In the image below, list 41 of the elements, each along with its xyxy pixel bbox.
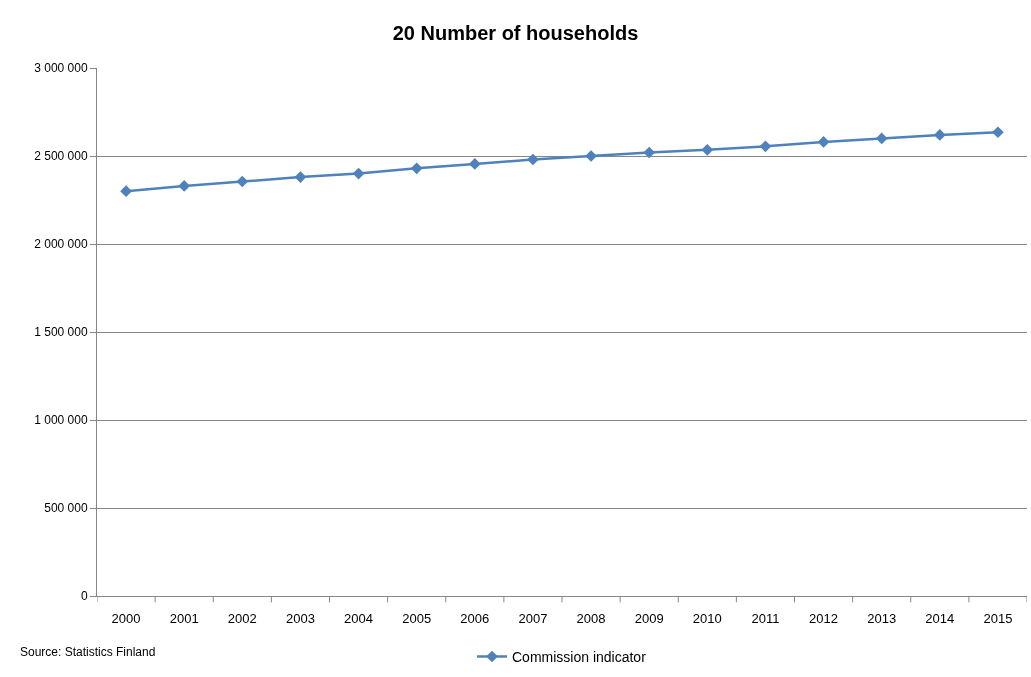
x-tick-label: 2010	[692, 610, 722, 626]
point	[178, 180, 191, 192]
y-tick-label: 3 000 000	[34, 61, 88, 76]
chart-title: 20 Number of households	[392, 22, 639, 44]
x-tick-label: 2008	[576, 610, 606, 626]
point	[352, 167, 365, 180]
x-tick-label: 2011	[751, 610, 780, 626]
point	[468, 158, 481, 170]
y-tick-label: 2 000 000	[34, 237, 88, 252]
y-tick-label: 1 000 000	[34, 413, 88, 428]
point	[875, 132, 888, 145]
x-tick-label: 2015	[983, 610, 1013, 626]
source-note: Source: Statistics Finland	[20, 645, 156, 659]
point	[992, 126, 1004, 139]
point	[236, 175, 249, 188]
x-tick-label: 2014	[925, 610, 955, 626]
y-tick-label: 2 500 000	[34, 149, 88, 164]
y-tick-label: 500 000	[44, 501, 88, 516]
legend-label: Commission indicator	[512, 648, 647, 665]
point	[527, 153, 539, 166]
point	[120, 185, 132, 198]
x-tick-label: 2013	[867, 610, 897, 626]
point	[643, 146, 656, 159]
x-tick-label: 2003	[285, 610, 315, 626]
x-tick-label: 2004	[344, 610, 374, 626]
point	[294, 171, 307, 183]
x-tick-label: 2007	[518, 610, 548, 626]
point	[759, 140, 772, 153]
x-tick-label: 2001	[169, 610, 199, 626]
y-tick-label: 1 500 000	[34, 325, 88, 340]
x-tick-label: 2000	[111, 610, 141, 626]
x-tick-label: 2009	[634, 610, 664, 626]
point	[933, 129, 946, 141]
y-tick-label: 0	[80, 589, 88, 604]
point	[817, 136, 830, 148]
x-tick-label: 2002	[227, 610, 257, 626]
x-tick-label: 2012	[809, 610, 839, 626]
point	[410, 162, 423, 175]
x-tick-label: 2005	[402, 610, 432, 626]
point	[701, 143, 714, 156]
x-tick-label: 2006	[460, 610, 490, 626]
